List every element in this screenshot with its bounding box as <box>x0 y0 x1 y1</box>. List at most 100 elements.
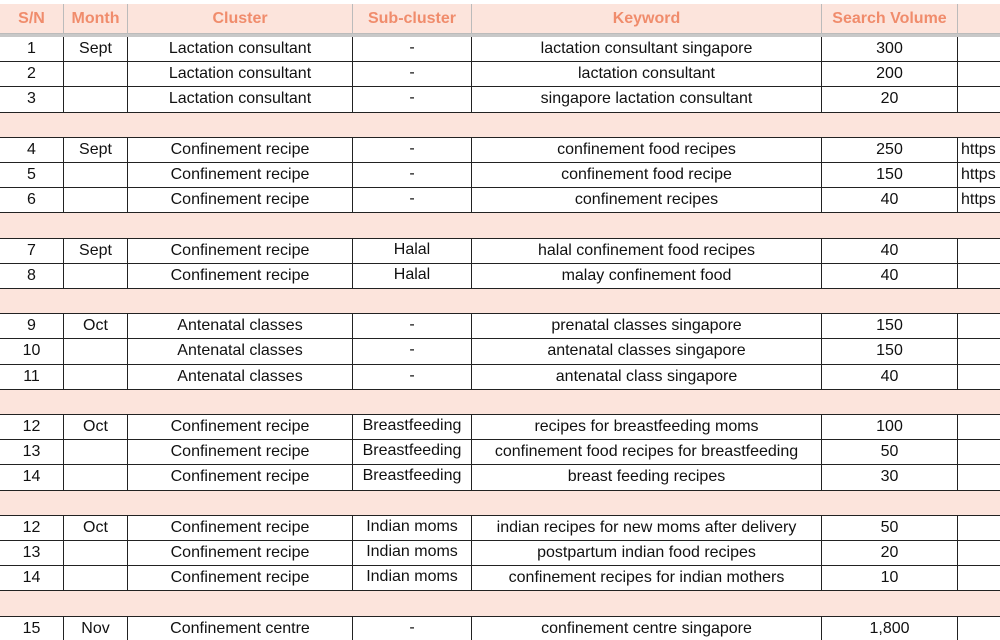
keyword-cell: confinement centre singapore <box>472 616 822 640</box>
sn-cell: 7 <box>0 238 64 264</box>
keyword-cell: confinement food recipes for breastfeedi… <box>472 440 822 466</box>
month-cell: Oct <box>64 515 128 541</box>
month-cell: Sept <box>64 137 128 163</box>
subcluster-cell: - <box>353 87 472 113</box>
subcluster-cell: - <box>353 364 472 390</box>
subcluster-cell: - <box>353 188 472 214</box>
month-cell: Sept <box>64 238 128 264</box>
volume-cell: 1,800 <box>822 616 958 640</box>
sn-cell: 13 <box>0 541 64 567</box>
link-cell: https <box>958 188 1000 214</box>
volume-cell: 250 <box>822 137 958 163</box>
volume-cell: 100 <box>822 415 958 441</box>
sn-cell: 8 <box>0 263 64 289</box>
sn-cell: 3 <box>0 87 64 113</box>
cluster-cell: Lactation consultant <box>128 37 353 63</box>
keyword-cell: breast feeding recipes <box>472 465 822 491</box>
column-header: Search Volume <box>822 4 958 34</box>
separator-row <box>0 490 1000 516</box>
column-header: Month <box>64 4 128 34</box>
cluster-cell: Confinement recipe <box>128 163 353 189</box>
cluster-cell: Confinement recipe <box>128 465 353 491</box>
cluster-cell: Confinement recipe <box>128 188 353 214</box>
volume-cell: 30 <box>822 465 958 491</box>
header-rule <box>0 33 1000 37</box>
keyword-cell: recipes for breastfeeding moms <box>472 415 822 441</box>
column-header: S/N <box>0 4 64 34</box>
volume-cell: 40 <box>822 238 958 264</box>
subcluster-cell: - <box>353 339 472 365</box>
cluster-cell: Lactation consultant <box>128 62 353 88</box>
keyword-cell: singapore lactation consultant <box>472 87 822 113</box>
volume-cell: 150 <box>822 163 958 189</box>
cluster-cell: Confinement recipe <box>128 137 353 163</box>
volume-cell: 150 <box>822 314 958 340</box>
empty-cell <box>64 87 128 113</box>
volume-cell: 50 <box>822 440 958 466</box>
empty-cell <box>958 617 1000 640</box>
volume-cell: 20 <box>822 541 958 567</box>
cluster-cell: Confinement centre <box>128 616 353 640</box>
cluster-cell: Antenatal classes <box>128 364 353 390</box>
subcluster-cell: - <box>353 314 472 340</box>
separator-row <box>0 289 1000 315</box>
cluster-cell: Confinement recipe <box>128 541 353 567</box>
sn-cell: 4 <box>0 137 64 163</box>
cluster-cell: Confinement recipe <box>128 263 353 289</box>
subcluster-cell: Indian moms <box>353 566 472 592</box>
empty-cell <box>958 365 1000 390</box>
sn-cell: 12 <box>0 415 64 441</box>
empty-cell <box>958 566 1000 592</box>
column-header: Keyword <box>472 4 822 34</box>
empty-cell <box>64 566 128 592</box>
subcluster-cell: - <box>353 163 472 189</box>
cluster-cell: Confinement recipe <box>128 440 353 466</box>
keyword-cell: malay confinement food <box>472 263 822 289</box>
separator-row <box>0 213 1000 239</box>
cluster-cell: Confinement recipe <box>128 415 353 441</box>
empty-cell <box>958 314 1000 340</box>
subcluster-cell: - <box>353 37 472 63</box>
month-cell: Oct <box>64 314 128 340</box>
subcluster-cell: Breastfeeding <box>353 465 472 491</box>
keyword-cell: halal confinement food recipes <box>472 238 822 264</box>
keyword-cell: confinement food recipe <box>472 163 822 189</box>
month-cell: Oct <box>64 415 128 441</box>
column-header: Sub-cluster <box>353 4 472 34</box>
empty-cell <box>958 415 1000 441</box>
keyword-cell: confinement food recipes <box>472 137 822 163</box>
empty-cell <box>64 364 128 390</box>
column-header <box>958 4 1000 34</box>
empty-cell <box>64 163 128 189</box>
keyword-cell: lactation consultant <box>472 62 822 88</box>
empty-cell <box>958 62 1000 88</box>
sn-cell: 10 <box>0 339 64 365</box>
empty-cell <box>958 339 1000 365</box>
volume-cell: 300 <box>822 37 958 63</box>
subcluster-cell: Indian moms <box>353 541 472 567</box>
month-cell: Sept <box>64 37 128 63</box>
subcluster-cell: Breastfeeding <box>353 415 472 441</box>
cluster-cell: Confinement recipe <box>128 238 353 264</box>
empty-cell <box>958 87 1000 113</box>
empty-cell <box>958 37 1000 63</box>
separator-row <box>0 112 1000 138</box>
cluster-cell: Confinement recipe <box>128 515 353 541</box>
keyword-cell: antenatal class singapore <box>472 364 822 390</box>
sn-cell: 13 <box>0 440 64 466</box>
empty-cell <box>958 516 1000 541</box>
subcluster-cell: - <box>353 62 472 88</box>
sn-cell: 15 <box>0 616 64 640</box>
sn-cell: 9 <box>0 314 64 340</box>
volume-cell: 200 <box>822 62 958 88</box>
empty-cell <box>958 465 1000 491</box>
cluster-cell: Confinement recipe <box>128 566 353 592</box>
cluster-cell: Antenatal classes <box>128 314 353 340</box>
sn-cell: 5 <box>0 163 64 189</box>
keyword-cell: confinement recipes <box>472 188 822 214</box>
subcluster-cell: Indian moms <box>353 515 472 541</box>
subcluster-cell: - <box>353 616 472 640</box>
cluster-cell: Antenatal classes <box>128 339 353 365</box>
